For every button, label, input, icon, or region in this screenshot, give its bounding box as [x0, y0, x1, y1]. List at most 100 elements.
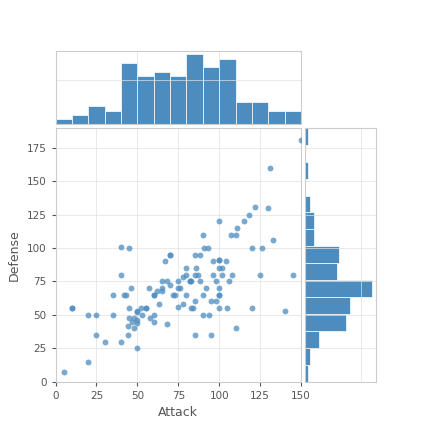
Point [134, 319, 141, 326]
Point [191, 251, 198, 258]
Point [240, 218, 247, 225]
Bar [284, 111, 300, 124]
Point [215, 291, 222, 298]
Point [189, 305, 196, 312]
Point [248, 245, 255, 251]
Point [194, 271, 201, 278]
Bar [88, 106, 104, 124]
Point [166, 251, 173, 258]
Bar [305, 365, 307, 382]
Point [202, 285, 209, 292]
Bar [137, 76, 153, 124]
Point [209, 258, 216, 265]
Point [289, 271, 296, 278]
Point [166, 251, 173, 258]
Point [150, 291, 157, 298]
Point [68, 305, 75, 312]
Point [176, 285, 183, 292]
Bar [305, 314, 345, 331]
Point [130, 325, 137, 332]
Point [191, 298, 198, 305]
X-axis label: Attack: Attack [158, 406, 198, 419]
Point [60, 369, 67, 376]
Point [207, 332, 214, 338]
Point [281, 307, 288, 314]
Point [232, 232, 239, 238]
Point [129, 318, 135, 325]
Bar [305, 280, 371, 297]
Bar [235, 102, 251, 124]
Point [207, 298, 214, 305]
Bar [219, 59, 235, 124]
Bar [104, 111, 121, 124]
Point [196, 251, 202, 258]
Bar [251, 102, 268, 124]
Point [179, 274, 186, 281]
Point [101, 338, 108, 345]
Point [124, 322, 131, 329]
Point [117, 243, 124, 250]
Point [264, 205, 271, 212]
Point [109, 312, 116, 318]
Point [224, 305, 230, 312]
Point [117, 338, 124, 345]
Point [134, 309, 141, 315]
Point [258, 245, 265, 251]
Point [85, 358, 92, 365]
Point [186, 278, 193, 285]
Point [204, 245, 211, 251]
Point [134, 345, 141, 351]
Point [127, 285, 134, 292]
Point [138, 312, 145, 318]
Point [199, 291, 206, 298]
Bar [305, 297, 349, 314]
Point [219, 271, 225, 278]
Point [256, 271, 263, 278]
Bar [202, 67, 219, 124]
Point [175, 278, 181, 285]
Point [124, 332, 131, 338]
Point [222, 258, 229, 265]
Point [199, 312, 206, 318]
Bar [305, 212, 314, 229]
Point [145, 285, 152, 292]
Point [158, 285, 165, 292]
Bar [186, 54, 202, 124]
Point [215, 218, 222, 225]
Point [191, 332, 198, 338]
Point [150, 291, 157, 298]
Bar [305, 195, 309, 212]
Point [219, 265, 225, 271]
Point [297, 137, 304, 143]
Point [215, 257, 222, 263]
Point [183, 271, 190, 278]
Point [215, 291, 222, 298]
Point [137, 305, 144, 312]
Point [187, 278, 194, 285]
Point [170, 291, 176, 298]
Point [134, 307, 141, 314]
Point [266, 165, 273, 171]
Y-axis label: Defense: Defense [8, 229, 21, 281]
Point [126, 245, 132, 251]
Point [186, 278, 193, 285]
Point [142, 305, 149, 312]
Point [232, 325, 239, 332]
Point [212, 278, 219, 285]
Bar [305, 229, 314, 246]
Bar [55, 119, 72, 124]
Point [251, 203, 258, 210]
Point [147, 314, 153, 321]
Point [205, 312, 212, 318]
Point [245, 211, 251, 218]
Point [269, 237, 276, 243]
Point [158, 278, 165, 285]
Bar [305, 128, 307, 145]
Point [122, 291, 129, 298]
Point [183, 265, 190, 271]
Point [126, 314, 132, 321]
Point [248, 305, 255, 312]
Point [179, 301, 186, 307]
Bar [305, 263, 336, 280]
Bar [121, 63, 137, 124]
